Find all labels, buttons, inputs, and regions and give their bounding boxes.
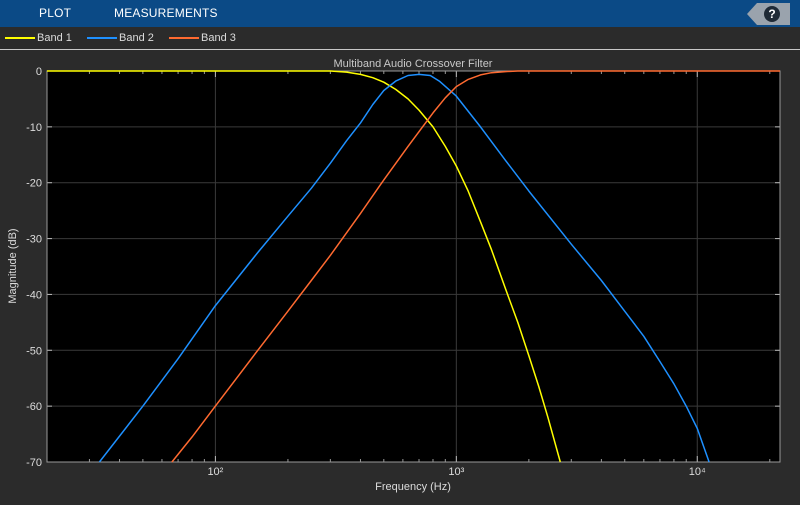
series-line-band-1 — [47, 70, 562, 463]
help-icon: ? — [764, 6, 780, 22]
tab-plot[interactable]: PLOT — [39, 6, 72, 20]
x-tick-label: 10³ — [448, 466, 464, 478]
series-line-band-2 — [98, 73, 710, 463]
y-tick-label: -30 — [26, 234, 42, 246]
x-tick-label: 10² — [207, 466, 223, 478]
legend-item-band-2[interactable]: Band 2 — [87, 27, 154, 49]
y-tick-label: -60 — [26, 401, 42, 413]
legend-label-band-3: Band 3 — [201, 32, 236, 44]
series-line-band-3 — [171, 70, 780, 463]
legend-item-band-1[interactable]: Band 1 — [5, 27, 72, 49]
plot-background — [47, 71, 780, 462]
chart-title: Multiband Audio Crossover Filter — [334, 58, 493, 70]
legend-swatch-band-1 — [5, 37, 35, 39]
tab-measurements[interactable]: MEASUREMENTS — [114, 6, 218, 20]
toolstrip: PLOT MEASUREMENTS ? — [0, 0, 800, 27]
y-axis-label: Magnitude (dB) — [7, 228, 19, 303]
y-tick-label: -70 — [26, 457, 42, 469]
legend-swatch-band-2 — [87, 37, 117, 39]
legend: Band 1 Band 2 Band 3 — [0, 27, 800, 50]
plot-frame — [46, 70, 781, 463]
y-tick-label: -50 — [26, 345, 42, 357]
y-tick-label: -10 — [26, 122, 42, 134]
help-button[interactable]: ? — [747, 3, 790, 25]
legend-label-band-1: Band 1 — [37, 32, 72, 44]
plot-area: Multiband Audio Crossover Filter 0 -10 -20… — [0, 50, 800, 505]
x-axis-label: Frequency (Hz) — [375, 481, 451, 493]
y-tick-label: -40 — [26, 289, 42, 301]
magnitude-response-chart[interactable]: Multiband Audio Crossover Filter 0 -10 -20… — [0, 50, 800, 500]
legend-label-band-2: Band 2 — [119, 32, 154, 44]
x-tick-label: 10⁴ — [689, 466, 706, 478]
y-tick-label: 0 — [36, 66, 42, 78]
y-tick-label: -20 — [26, 178, 42, 190]
legend-item-band-3[interactable]: Band 3 — [169, 27, 236, 49]
legend-swatch-band-3 — [169, 37, 199, 39]
